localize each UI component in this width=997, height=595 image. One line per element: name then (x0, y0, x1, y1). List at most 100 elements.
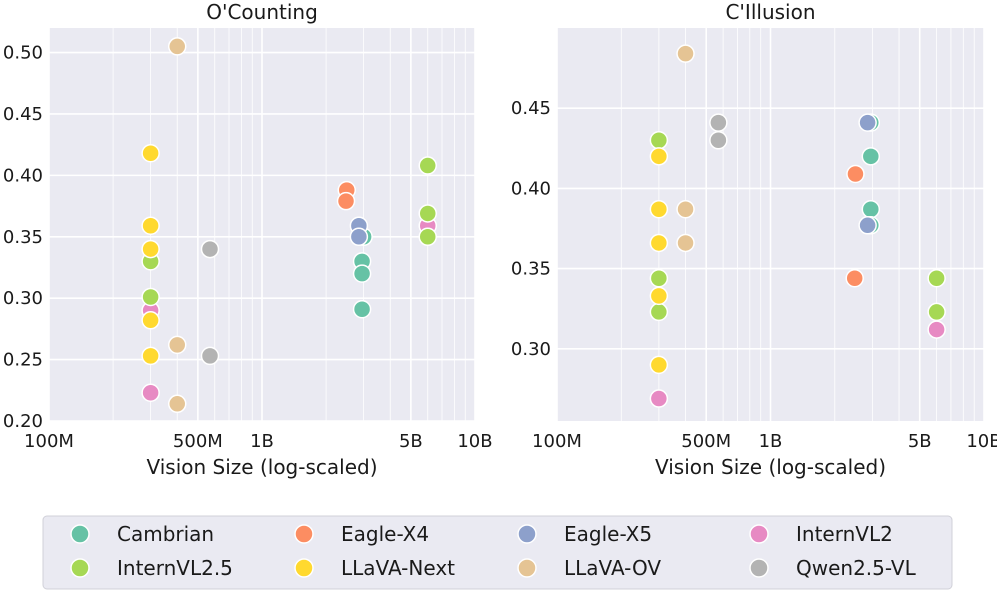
point-llava-next (141, 216, 160, 235)
legend-item-llava-ov: LLaVA-OV (517, 556, 661, 580)
legend-label: Qwen2.5-VL (796, 556, 917, 580)
legend: Cambrian Eagle-X4 Eagle-X5 InternVL2 InternV… (42, 515, 953, 590)
point-eagle-x4 (336, 191, 356, 211)
series-llava-ov (676, 44, 695, 253)
point-qwen2-5-vl (200, 346, 220, 366)
x-axis-label: Vision Size (log-scaled) (655, 455, 886, 479)
series-eagle-x4 (845, 164, 865, 288)
point-internvl2-5 (141, 287, 160, 307)
legend-marker (517, 524, 537, 544)
legend-item-eagle-x4: Eagle-X4 (294, 522, 429, 546)
point-qwen2-5-vl (709, 113, 728, 132)
legend-marker (70, 558, 90, 578)
legend-item-cambrian: Cambrian (70, 522, 214, 546)
y-tick-label: 0.30 (3, 288, 43, 309)
series-eagle-x5 (858, 113, 877, 235)
point-llava-ov (676, 233, 695, 253)
y-tick-label: 0.35 (3, 227, 43, 248)
legend-marker (749, 558, 769, 578)
legend-marker (294, 524, 314, 544)
x-tick-label: 500M (173, 431, 223, 452)
y-tick-label: 0.40 (3, 165, 43, 186)
chart-panel-ocounting: 100M 500M 1B 5B 10B 0.20 0.25 0.30 0.35 0.40 0.45 0… (3, 0, 493, 479)
point-eagle-x5 (858, 216, 877, 235)
point-llava-ov (676, 44, 695, 63)
point-llava-ov (167, 37, 187, 56)
x-axis-label: Vision Size (log-scaled) (147, 455, 378, 479)
point-internvl2-5 (927, 302, 946, 322)
x-tick-label: 500M (681, 431, 731, 452)
series-eagle-x4 (336, 180, 357, 211)
point-internvl2 (927, 320, 946, 339)
point-internvl2 (649, 389, 669, 408)
legend-label: Eagle-X5 (564, 522, 652, 546)
point-internvl2-5 (649, 302, 669, 322)
point-eagle-x5 (858, 113, 877, 132)
point-internvl2-5 (649, 131, 669, 150)
legend-label: LLaVA-OV (564, 556, 661, 580)
point-llava-next (141, 239, 160, 259)
series-llava-next (649, 147, 669, 375)
legend-label: LLaVA-Next (341, 556, 455, 580)
point-eagle-x5 (349, 227, 369, 247)
series-qwen2-5-vl (200, 239, 220, 366)
point-llava-next (141, 346, 160, 366)
series-qwen2-5-vl (709, 113, 728, 150)
series-internvl2 (649, 320, 946, 408)
legend-marker (517, 558, 537, 578)
legend-item-llava-next: LLaVA-Next (294, 556, 455, 580)
legend-item-internvl2: InternVL2 (749, 522, 893, 546)
x-tick-label: 5B (399, 431, 423, 452)
point-internvl2-5 (418, 156, 437, 175)
x-tick-label: 100M (532, 431, 582, 452)
point-internvl2-5 (418, 227, 437, 247)
legend-item-qwen2-5-vl: Qwen2.5-VL (749, 556, 917, 580)
point-llava-next (649, 200, 669, 219)
legend-item-eagle-x5: Eagle-X5 (517, 522, 652, 546)
point-cambrian (352, 299, 372, 319)
x-tick-label: 5B (908, 431, 932, 452)
point-qwen2-5-vl (200, 239, 220, 259)
y-tick-label: 0.30 (511, 339, 551, 360)
legend-marker (70, 524, 90, 544)
point-llava-next (141, 311, 160, 330)
point-llava-next (649, 233, 669, 253)
point-internvl2-5 (649, 268, 669, 288)
point-cambrian (352, 264, 372, 283)
legend-label: Cambrian (117, 522, 214, 546)
x-tick-label: 1B (250, 431, 274, 452)
point-llava-next (649, 286, 669, 306)
x-tick-label: 1B (759, 431, 783, 452)
y-tick-label: 0.40 (511, 178, 551, 199)
x-tick-label: 10B (457, 431, 492, 452)
y-tick-label: 0.20 (3, 411, 43, 432)
y-tick-label: 0.45 (3, 104, 43, 125)
series-llava-ov (167, 37, 187, 414)
series-llava-next (141, 144, 160, 366)
point-cambrian (861, 200, 881, 219)
y-tick-label: 0.35 (511, 259, 551, 280)
legend-label: InternVL2.5 (117, 556, 233, 580)
legend-marker (294, 558, 314, 578)
y-tick-label: 0.25 (3, 350, 43, 371)
point-llava-ov (676, 200, 695, 219)
legend-label: Eagle-X4 (341, 522, 429, 546)
legend-frame (42, 515, 953, 590)
point-llava-next (649, 355, 669, 375)
legend-item-internvl2-5: InternVL2.5 (70, 556, 233, 580)
chart-title: C'Illusion (725, 0, 815, 24)
chart-title: O'Counting (206, 0, 318, 24)
chart-panel-cillusion: 100M 500M 1B 5B 10B 0.30 0.35 0.40 0.45 C'Illusio… (511, 0, 997, 479)
series-internvl2-5 (649, 131, 946, 322)
point-eagle-x4 (845, 268, 864, 288)
point-internvl2 (141, 383, 160, 403)
point-cambrian (861, 147, 881, 166)
point-llava-ov (167, 335, 187, 355)
legend-marker (749, 524, 769, 544)
y-tick-label: 0.50 (3, 43, 43, 64)
legend-label: InternVL2 (796, 522, 893, 546)
x-tick-label: 10B (966, 431, 997, 452)
point-llava-next (649, 147, 669, 166)
